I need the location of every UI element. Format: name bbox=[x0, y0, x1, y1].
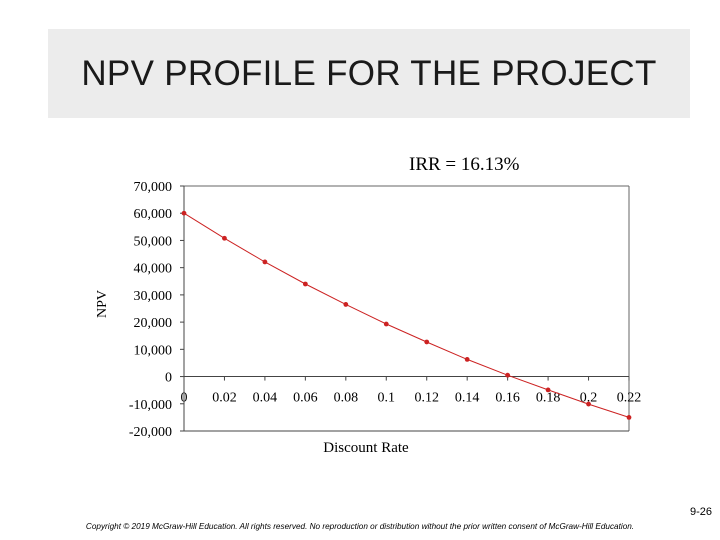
y-tick-label: 40,000 bbox=[134, 262, 173, 277]
x-tick-label: 0 bbox=[181, 391, 188, 406]
x-tick-label: 0.1 bbox=[378, 391, 396, 406]
irr-annotation: IRR = 16.13% bbox=[409, 154, 520, 175]
npv-data-point bbox=[586, 401, 591, 407]
npv-data-point bbox=[222, 235, 227, 241]
x-tick-labels: 0 0.02 0.04 0.06 0.08 0.1 0.12 0.14 0.16 0.18 0.2 0… bbox=[181, 391, 642, 406]
npv-data-point bbox=[383, 321, 389, 327]
npv-data-point bbox=[464, 357, 470, 362]
x-tick-label: 0.16 bbox=[495, 391, 520, 406]
npv-data-point bbox=[302, 281, 308, 287]
npv-series-line bbox=[183, 212, 630, 418]
y-tick-labels: 70,000 60,000 50,000 40,000 30,000 20,000 10,0… bbox=[129, 180, 172, 440]
x-axis-label: Discount Rate bbox=[323, 440, 409, 456]
x-tick-label: 0.06 bbox=[293, 391, 318, 406]
y-tick-label: 20,000 bbox=[134, 316, 173, 331]
npv-data-points bbox=[181, 210, 632, 420]
x-tick-label: 0.14 bbox=[455, 391, 480, 406]
y-tick-label: 0 bbox=[165, 371, 172, 386]
x-tick-label: 0.2 bbox=[580, 391, 598, 406]
npv-data-point bbox=[626, 414, 632, 420]
y-tick-label: 60,000 bbox=[134, 207, 173, 222]
x-tick-label: 0.18 bbox=[536, 391, 561, 406]
npv-data-point bbox=[262, 259, 268, 265]
slide-title: NPV PROFILE FOR THE PROJECT bbox=[81, 53, 657, 93]
x-tick-label: 0.12 bbox=[414, 391, 439, 406]
copyright-notice: Copyright © 2019 McGraw-Hill Education. … bbox=[85, 522, 635, 531]
npv-data-point bbox=[545, 387, 551, 393]
y-tick-label: 30,000 bbox=[134, 289, 173, 304]
y-tick-label: 10,000 bbox=[134, 343, 173, 358]
x-tick-label: 0.22 bbox=[617, 391, 642, 406]
npv-data-point bbox=[343, 302, 349, 307]
title-band: NPV PROFILE FOR THE PROJECT bbox=[48, 29, 690, 118]
x-tick-label: 0.02 bbox=[212, 391, 237, 406]
y-axis-label: NPV bbox=[95, 290, 110, 318]
slide-number: 9-26 bbox=[689, 506, 712, 518]
npv-data-point bbox=[181, 210, 187, 216]
y-tick-label: -20,000 bbox=[129, 425, 172, 440]
npv-data-point bbox=[505, 372, 511, 378]
x-tick-label: 0.08 bbox=[334, 391, 359, 406]
npv-data-point bbox=[424, 339, 430, 345]
y-tick-label: 70,000 bbox=[134, 180, 173, 195]
y-tick-label: -10,000 bbox=[129, 398, 172, 413]
x-tick-label: 0.04 bbox=[253, 391, 278, 406]
y-tick-label: 50,000 bbox=[134, 234, 173, 249]
